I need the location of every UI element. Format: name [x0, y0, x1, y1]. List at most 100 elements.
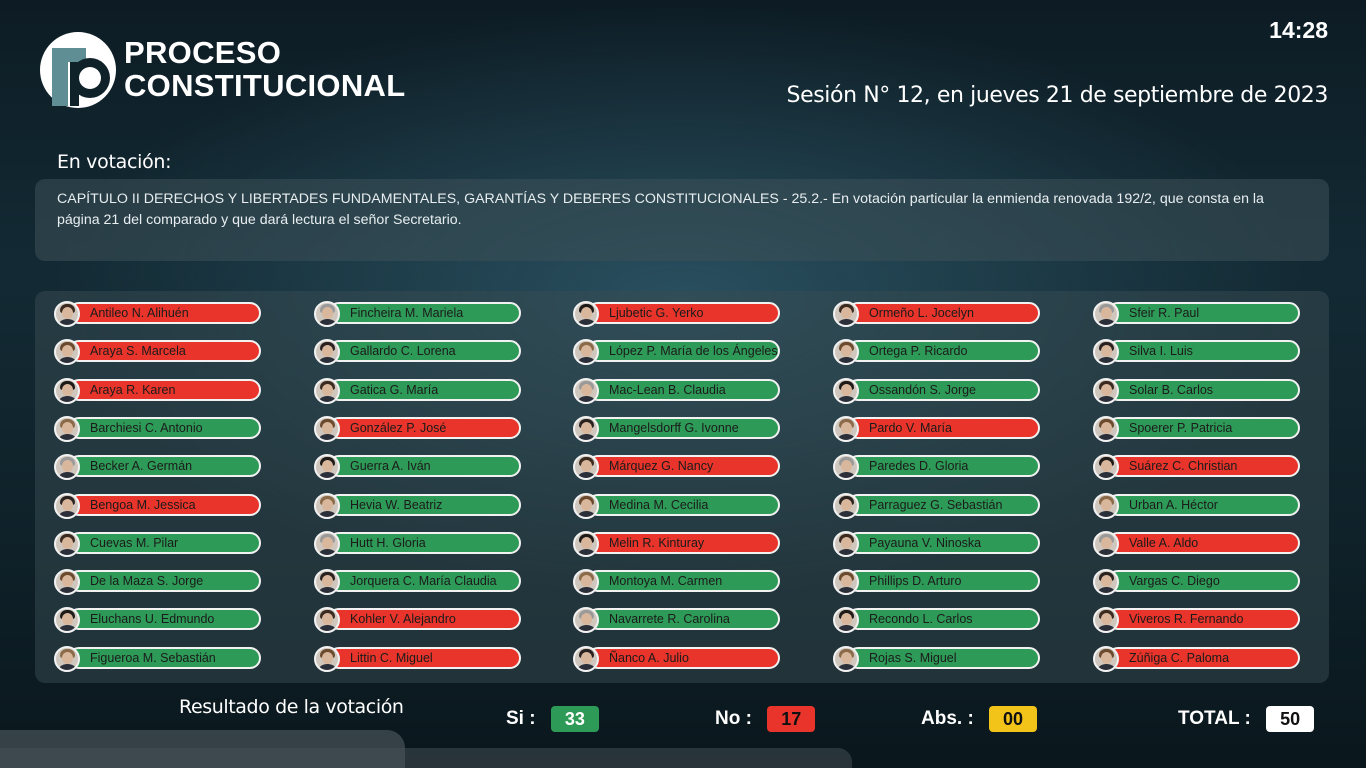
avatar-face	[1101, 307, 1112, 319]
member-avatar	[833, 530, 859, 557]
member-row: Márquez G. Nancy	[573, 454, 780, 481]
avatar-face	[581, 421, 592, 434]
member-row: Pardo V. María	[833, 415, 1040, 442]
member-avatar	[314, 607, 340, 634]
member-avatar	[573, 301, 599, 327]
member-row: Payauna V. Ninoska	[833, 530, 1040, 557]
member-name-no: Viveros R. Fernando	[1107, 608, 1300, 631]
member-avatar	[573, 607, 599, 634]
avatar-face	[581, 613, 592, 626]
member-avatar	[573, 492, 599, 519]
avatar-face	[62, 575, 73, 588]
avatar-face	[581, 498, 592, 511]
avatar-face	[841, 651, 852, 664]
avatar-face	[581, 383, 592, 396]
member-row: Ortega P. Ricardo	[833, 339, 1040, 366]
member-avatar	[833, 607, 859, 634]
member-name-si: Fincheira M. Mariela	[328, 302, 521, 324]
member-avatar	[1093, 339, 1119, 366]
avatar-body	[317, 548, 338, 555]
result-abs: Abs. : 00	[921, 706, 1038, 732]
results-label: Resultado de la votación	[179, 696, 404, 718]
member-name-si: Parraguez G. Sebastián	[847, 493, 1040, 516]
avatar-face	[1101, 383, 1112, 396]
avatar-face	[322, 575, 333, 588]
brand-line-2: CONSTITUCIONAL	[124, 68, 406, 103]
result-si-label: Si :	[506, 708, 536, 729]
member-name-si: Medina M. Cecilia	[587, 493, 780, 516]
member-name-si: Becker A. Germán	[68, 455, 261, 478]
member-row: Medina M. Cecilia	[573, 492, 780, 519]
avatar-body	[57, 510, 78, 517]
member-name-si: Ossandón S. Jorge	[847, 378, 1040, 401]
result-total: TOTAL : 50	[1178, 706, 1315, 732]
avatar-body	[57, 433, 78, 440]
avatar-body	[576, 357, 597, 364]
avatar-face	[1101, 345, 1112, 358]
avatar-face	[322, 421, 333, 434]
member-row: Phillips D. Arturo	[833, 569, 1040, 596]
member-name-si: Spoerer P. Patricia	[1107, 416, 1300, 439]
avatar-body	[576, 510, 597, 517]
member-name-no: Ormeño L. Jocelyn	[847, 302, 1040, 324]
member-avatar	[1093, 530, 1119, 557]
member-row: Guerra A. Iván	[314, 454, 521, 481]
member-row: Paredes D. Gloria	[833, 454, 1040, 481]
member-name-si: Gallardo C. Lorena	[328, 340, 521, 363]
member-name-no: Suárez C. Christian	[1107, 455, 1300, 478]
avatar-face	[841, 536, 852, 549]
member-avatar	[1093, 454, 1119, 481]
member-avatar	[54, 607, 80, 634]
member-row: Becker A. Germán	[54, 454, 261, 481]
member-row: Valle A. Aldo	[1093, 530, 1300, 557]
avatar-body	[57, 395, 78, 402]
avatar-face	[322, 460, 333, 473]
avatar-face	[581, 307, 592, 319]
member-row: Solar B. Carlos	[1093, 377, 1300, 404]
member-row: Figueroa M. Sebastián	[54, 645, 261, 672]
avatar-body	[576, 472, 597, 479]
member-avatar	[833, 492, 859, 519]
member-avatar	[573, 454, 599, 481]
member-avatar	[314, 569, 340, 596]
avatar-body	[836, 395, 857, 402]
member-row: Ossandón S. Jorge	[833, 377, 1040, 404]
member-name-no: Pardo V. María	[847, 416, 1040, 439]
avatar-face	[322, 345, 333, 358]
avatar-body	[57, 548, 78, 555]
avatar-body	[836, 663, 857, 670]
avatar-face	[62, 421, 73, 434]
avatar-face	[322, 498, 333, 511]
member-name-si: Hevia W. Beatriz	[328, 493, 521, 516]
avatar-body	[1096, 625, 1117, 632]
avatar-face	[322, 307, 333, 319]
member-name-si: De la Maza S. Jorge	[68, 570, 261, 593]
avatar-body	[836, 357, 857, 364]
avatar-face	[322, 536, 333, 549]
member-avatar	[54, 530, 80, 557]
member-avatar	[314, 645, 340, 672]
result-no: No : 17	[715, 706, 816, 732]
member-row: Hutt H. Gloria	[314, 530, 521, 557]
member-name-si: Cuevas M. Pilar	[68, 531, 261, 554]
proceso-constitucional-logo-icon	[40, 32, 116, 108]
avatar-face	[62, 460, 73, 473]
member-name-si: Mangelsdorff G. Ivonne	[587, 416, 780, 439]
avatar-body	[317, 472, 338, 479]
avatar-face	[581, 651, 592, 664]
member-name-no: Ñanco A. Julio	[587, 646, 780, 669]
member-row: Parraguez G. Sebastián	[833, 492, 1040, 519]
member-name-no: Zúñiga C. Paloma	[1107, 646, 1300, 669]
brand-name: PROCESO CONSTITUCIONAL	[124, 36, 405, 102]
member-name-no: Antileo N. Alihuén	[68, 302, 261, 324]
member-avatar	[314, 339, 340, 366]
avatar-body	[1096, 663, 1117, 670]
brand-line-1: PROCESO	[124, 35, 282, 70]
avatar-body	[1096, 587, 1117, 594]
member-name-si: Rojas S. Miguel	[847, 646, 1040, 669]
avatar-face	[1101, 536, 1112, 549]
avatar-body	[576, 319, 597, 325]
member-name-no: Valle A. Aldo	[1107, 531, 1300, 554]
member-row: Spoerer P. Patricia	[1093, 415, 1300, 442]
member-name-si: Gatica G. María	[328, 378, 521, 401]
